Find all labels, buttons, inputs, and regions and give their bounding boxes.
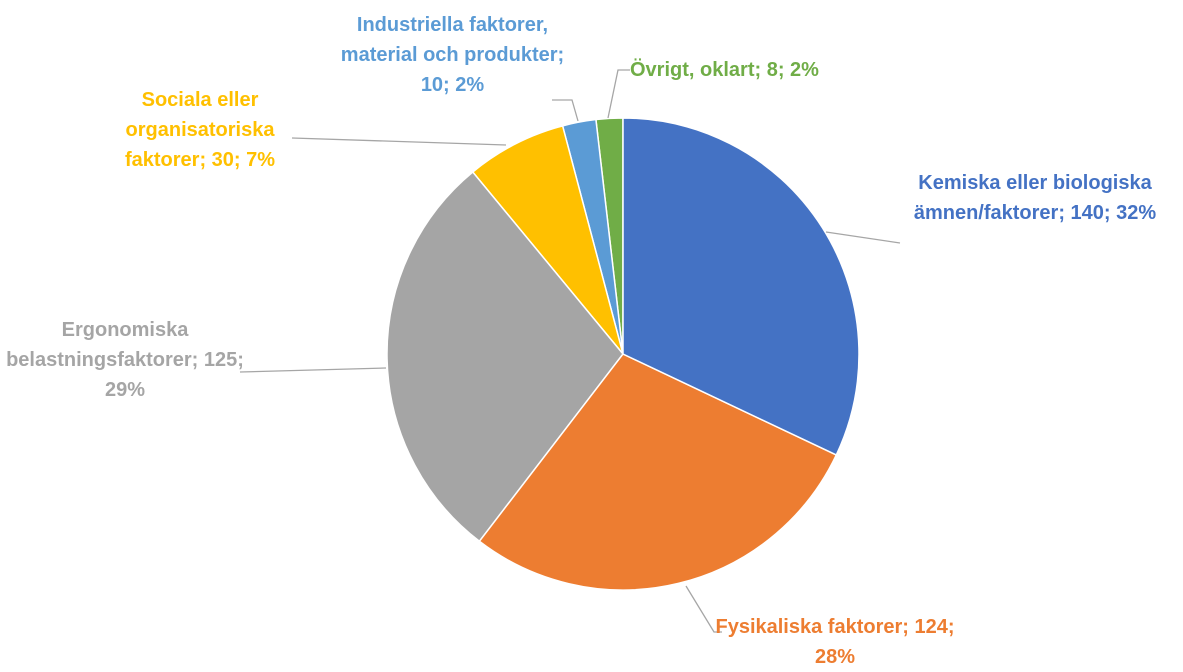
pie-slice: [386, 170, 624, 543]
data-label: Fysikaliska faktorer; 124; 28%: [715, 616, 955, 668]
data-label: Kemiska eller biologiska ämnen/faktorer;…: [913, 172, 1157, 224]
data-label: Övrigt, oklart; 8; 2%: [630, 59, 819, 81]
leader-lines: [239, 69, 901, 633]
data-label: Industriella faktorer, material och prod…: [340, 14, 565, 96]
leader-line: [607, 69, 630, 119]
pie-slice: [622, 117, 860, 456]
leader-line: [825, 231, 901, 244]
leader-line: [239, 367, 387, 373]
leader-line: [685, 585, 722, 633]
leader-line: [552, 99, 579, 122]
data-label: Sociala eller organisatoriska faktorer; …: [124, 89, 276, 171]
data-label: Ergonomiska belastningsfaktorer; 125; 29…: [6, 319, 244, 401]
leader-line: [291, 137, 507, 146]
